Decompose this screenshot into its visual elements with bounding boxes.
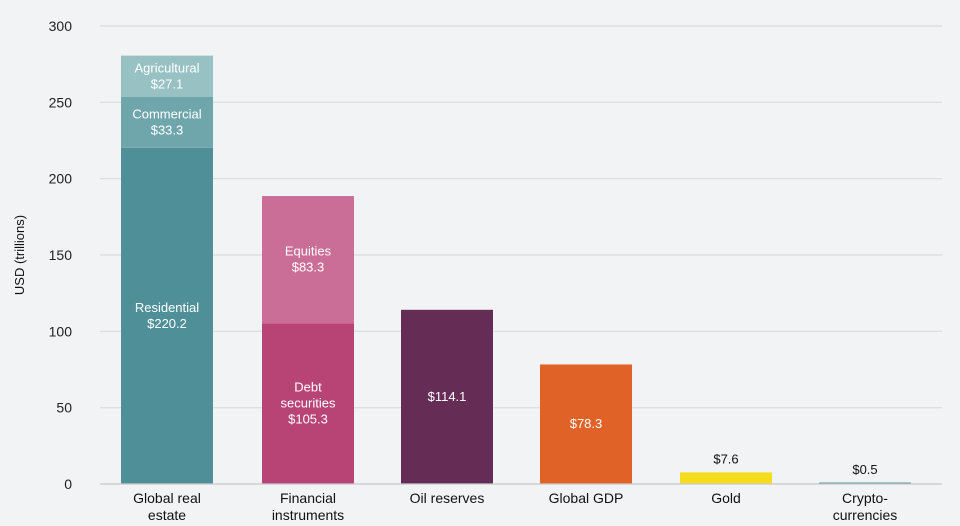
bar-data-label: Equities xyxy=(285,244,332,259)
y-tick-label: 50 xyxy=(56,400,72,416)
bar-data-label: $83.3 xyxy=(292,260,325,275)
bar-data-label: $105.3 xyxy=(288,412,328,427)
gridlines xyxy=(100,25,942,485)
x-category-label: Gold xyxy=(711,490,741,506)
x-category-label: Financial xyxy=(280,490,336,506)
bar-data-label: Residential xyxy=(135,300,199,315)
y-axis-title: USD (trillions) xyxy=(12,215,27,295)
bar-segment xyxy=(262,196,354,324)
x-category-label: Oil reserves xyxy=(410,490,485,506)
bar-data-label: $220.2 xyxy=(147,316,187,331)
bar-segment xyxy=(121,96,213,148)
bar-data-label: securities xyxy=(281,396,336,411)
x-category-label: Crypto- xyxy=(842,490,888,506)
bar-data-label: $27.1 xyxy=(151,76,184,91)
y-axis: 0 50 100 150 200 250 300 xyxy=(49,18,73,492)
bar-segment xyxy=(401,309,493,484)
x-category-label: instruments xyxy=(272,507,344,523)
y-tick-label: 200 xyxy=(49,171,73,187)
bar-data-label: Debt xyxy=(294,380,322,395)
bar-value-label: $0.5 xyxy=(852,462,877,477)
bar-segment xyxy=(680,472,772,484)
y-tick-label: 0 xyxy=(64,476,72,492)
y-tick-label: 100 xyxy=(49,323,73,339)
bar-data-label: $33.3 xyxy=(151,122,184,137)
bar-segment xyxy=(540,364,632,484)
bar-segment xyxy=(121,55,213,97)
y-tick-label: 150 xyxy=(49,247,73,263)
bar-data-label: Commercial xyxy=(132,106,201,121)
bar-data-label: $78.3 xyxy=(570,416,603,431)
bar-segment xyxy=(819,482,911,484)
bar-data-label: Agricultural xyxy=(134,60,199,75)
x-category-label: Global real xyxy=(133,490,201,506)
bar-data-label: $114.1 xyxy=(428,389,467,404)
x-category-label: Global GDP xyxy=(549,490,624,506)
y-tick-label: 300 xyxy=(49,18,73,34)
bar-segment xyxy=(121,147,213,484)
bars: Residential$220.2 Commercial$33.3 Agricult… xyxy=(121,55,911,484)
y-tick-label: 250 xyxy=(49,94,73,110)
bar-segment xyxy=(262,323,354,484)
x-category-label: currencies xyxy=(833,507,898,523)
bar-value-label: $7.6 xyxy=(713,451,738,466)
x-category-label: estate xyxy=(148,507,186,523)
